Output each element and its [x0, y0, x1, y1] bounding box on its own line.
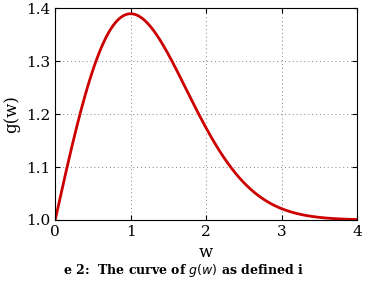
X-axis label: w: w — [199, 244, 213, 261]
Y-axis label: g(w): g(w) — [4, 95, 21, 133]
Text: e 2:  The curve of $g(w)$ as defined i: e 2: The curve of $g(w)$ as defined i — [63, 262, 305, 279]
